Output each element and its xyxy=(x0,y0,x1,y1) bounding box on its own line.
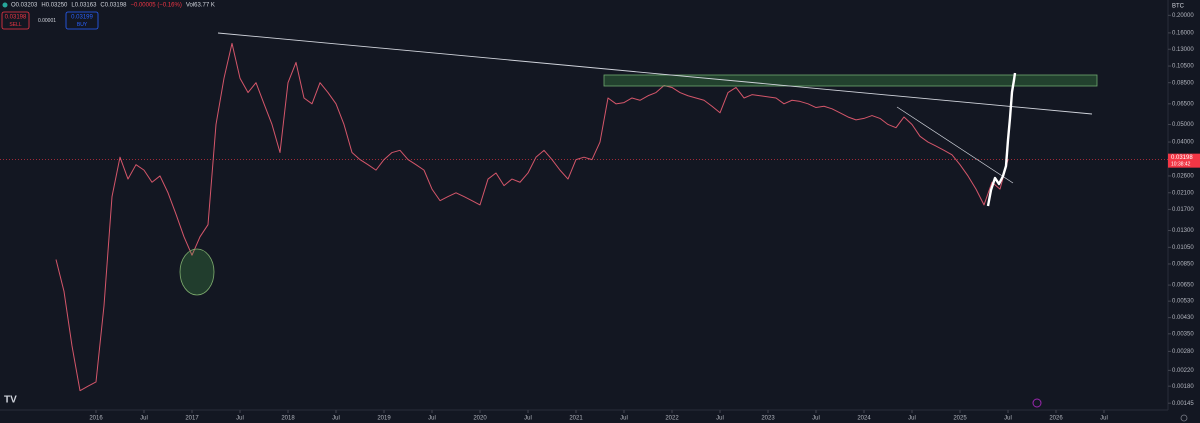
trend-line xyxy=(896,106,1014,184)
x-tick-label: Jul xyxy=(428,416,436,422)
x-tick-label: Jul xyxy=(524,416,532,422)
y-tick-label: 0.13000 xyxy=(1172,47,1194,53)
sell-button[interactable] xyxy=(1,11,30,30)
x-tick-label: 2016 xyxy=(89,416,103,422)
plot-area xyxy=(0,42,1168,392)
y-tick-label: 0.00530 xyxy=(1172,299,1194,305)
x-tick-label: 2022 xyxy=(665,416,679,422)
currency: BTC xyxy=(1172,4,1185,10)
y-tick-label: 0.00280 xyxy=(1172,349,1194,355)
x-tick-label: 2021 xyxy=(569,416,583,422)
y-tick-label: 0.20000 xyxy=(1172,13,1194,19)
ohlc-item: H0.03250 xyxy=(41,3,68,9)
y-tick-label: 0.01700 xyxy=(1172,207,1194,213)
y-tick-label: 0.00145 xyxy=(1172,401,1194,407)
y-tick-label: 0.02100 xyxy=(1172,190,1194,196)
highlight-circle xyxy=(179,248,215,296)
y-tick-label: 0.02600 xyxy=(1172,174,1194,180)
x-tick-label: 2024 xyxy=(857,416,871,422)
x-tick-label: 2017 xyxy=(185,416,199,422)
x-tick-label: 2026 xyxy=(1049,416,1063,422)
y-tick-label: 0.00430 xyxy=(1172,315,1194,321)
price-line xyxy=(55,42,1009,392)
ohlc-item: O0.03203 xyxy=(11,3,38,9)
countdown: 10:38:42 xyxy=(1171,161,1191,167)
settings-icon[interactable] xyxy=(1180,414,1188,422)
status-dot xyxy=(2,2,8,8)
x-tick-label: Jul xyxy=(812,416,820,422)
trend-line xyxy=(217,32,1093,115)
last-price-label: 0.03198 xyxy=(1171,155,1193,161)
sell-price[interactable]: 0.03198 xyxy=(5,15,27,21)
x-tick-label: 2020 xyxy=(473,416,487,422)
ohlc-legend: O0.03203 H0.03250 L0.03163 C0.03198 −0.00005… xyxy=(11,3,215,9)
y-tick-label: 0.00220 xyxy=(1172,368,1194,374)
tv-logo[interactable]: TV xyxy=(4,395,17,406)
y-tick-label: 0.08500 xyxy=(1172,80,1194,86)
buy-button[interactable] xyxy=(65,11,99,30)
y-tick-label: 0.00850 xyxy=(1172,262,1194,268)
y-tick-label: 0.00180 xyxy=(1172,384,1194,390)
x-tick-label: 2018 xyxy=(281,416,295,422)
x-tick-label: Jul xyxy=(620,416,628,422)
x-tick-label: Jul xyxy=(332,416,340,422)
y-tick-label: 0.05000 xyxy=(1172,122,1194,128)
ohlc-item: −0.00005 (−0.16%) xyxy=(130,3,181,9)
x-tick-label: 2023 xyxy=(761,416,775,422)
buy-label[interactable]: BUY xyxy=(77,22,88,28)
y-tick-label: 0.01050 xyxy=(1172,245,1194,251)
sell-label[interactable]: SELL xyxy=(9,22,21,28)
resistance-zone xyxy=(603,74,1098,87)
y-tick-label: 0.01300 xyxy=(1172,228,1194,234)
x-tick-label: 2025 xyxy=(953,416,967,422)
y-tick-label: 0.10500 xyxy=(1172,64,1194,70)
projection-drawing xyxy=(986,72,1017,207)
ohlc-item: Vol63.77 K xyxy=(186,3,215,9)
x-tick-label: Jul xyxy=(908,416,916,422)
y-tick-label: 0.06500 xyxy=(1172,101,1194,107)
y-tick-label: 0.16000 xyxy=(1172,30,1194,36)
x-tick-label: 2019 xyxy=(377,416,391,422)
spread: 0.00001 xyxy=(38,18,56,24)
y-tick-label: 0.00350 xyxy=(1172,331,1194,337)
buy-price[interactable]: 0.03199 xyxy=(71,15,93,21)
x-tick-label: Jul xyxy=(140,416,148,422)
x-tick-label: Jul xyxy=(716,416,724,422)
event-icon[interactable] xyxy=(1032,398,1042,408)
ohlc-item: L0.03163 xyxy=(71,3,97,9)
ohlc-item: C0.03198 xyxy=(100,3,127,9)
y-tick-label: 0.04000 xyxy=(1172,140,1194,146)
last-price-badge xyxy=(1168,153,1200,168)
x-tick-label: Jul xyxy=(1004,416,1012,422)
x-tick-label: Jul xyxy=(236,416,244,422)
x-tick-label: Jul xyxy=(1100,416,1108,422)
y-tick-label: 0.00650 xyxy=(1172,283,1194,289)
